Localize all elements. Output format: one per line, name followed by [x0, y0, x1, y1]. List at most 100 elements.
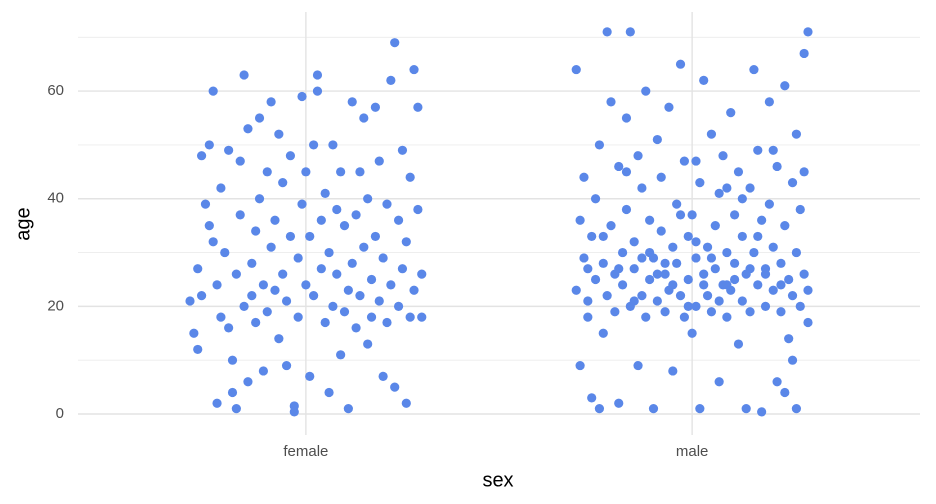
point: [753, 231, 763, 242]
point: [332, 204, 342, 215]
point: [224, 323, 234, 333]
point: [772, 161, 782, 172]
point: [745, 307, 755, 317]
point: [231, 269, 241, 279]
point: [235, 210, 245, 220]
point: [672, 199, 682, 209]
point: [343, 285, 353, 295]
point: [401, 237, 411, 247]
point: [587, 393, 597, 403]
point: [753, 280, 763, 290]
point: [602, 27, 612, 37]
point: [193, 264, 203, 274]
point: [784, 274, 794, 285]
point: [336, 167, 346, 177]
point: [363, 339, 373, 349]
point: [656, 226, 666, 236]
point: [722, 312, 732, 322]
point: [239, 70, 249, 80]
point: [382, 199, 392, 209]
point: [629, 237, 639, 247]
point: [270, 215, 280, 225]
point: [645, 247, 655, 258]
point: [351, 210, 361, 220]
point: [714, 377, 724, 387]
point: [204, 221, 214, 231]
point: [706, 129, 717, 139]
point: [590, 274, 601, 285]
point: [258, 280, 268, 290]
point: [185, 296, 195, 306]
point: [683, 274, 693, 285]
y-tick-label: 0: [56, 405, 64, 422]
point: [220, 247, 230, 258]
point: [274, 334, 284, 344]
point: [355, 291, 365, 301]
point: [768, 145, 778, 155]
point: [637, 183, 647, 193]
point: [224, 145, 234, 155]
point: [227, 387, 238, 398]
point: [254, 113, 265, 123]
point: [617, 280, 628, 290]
point: [328, 140, 338, 150]
point: [664, 102, 674, 112]
point: [339, 307, 350, 317]
point: [305, 231, 315, 242]
point: [347, 97, 357, 107]
point: [382, 317, 392, 328]
point: [405, 312, 415, 322]
point: [324, 387, 334, 398]
point: [791, 129, 802, 139]
point: [208, 237, 218, 247]
point: [672, 258, 682, 268]
point: [401, 398, 411, 408]
point: [285, 151, 296, 161]
point: [196, 291, 207, 301]
point: [301, 280, 311, 290]
point: [652, 134, 662, 145]
point: [243, 124, 253, 134]
point: [393, 215, 404, 225]
point: [293, 253, 303, 263]
point: [262, 167, 272, 177]
point: [397, 264, 408, 274]
point: [374, 296, 384, 306]
point: [787, 177, 798, 188]
point: [706, 253, 717, 263]
point: [390, 38, 400, 48]
point: [320, 188, 330, 198]
point: [312, 86, 323, 96]
point: [648, 404, 659, 414]
point: [621, 204, 632, 215]
point: [760, 301, 771, 311]
point: [768, 285, 778, 295]
point: [247, 291, 257, 301]
point: [587, 231, 597, 242]
point: [278, 269, 288, 279]
point: [633, 360, 643, 371]
point: [397, 145, 408, 155]
point: [316, 215, 326, 225]
point: [251, 226, 261, 236]
point: [189, 328, 199, 338]
point: [583, 312, 593, 322]
point: [598, 258, 608, 268]
point: [413, 204, 423, 215]
point: [355, 167, 365, 177]
point: [745, 183, 755, 193]
point: [633, 151, 643, 161]
point: [776, 280, 786, 290]
point: [378, 371, 388, 381]
point: [714, 296, 724, 306]
point: [328, 301, 338, 311]
point: [768, 242, 778, 252]
point: [254, 194, 265, 204]
point: [617, 247, 628, 258]
point: [378, 253, 388, 263]
point: [637, 291, 647, 301]
point: [737, 194, 747, 204]
point: [691, 253, 701, 263]
